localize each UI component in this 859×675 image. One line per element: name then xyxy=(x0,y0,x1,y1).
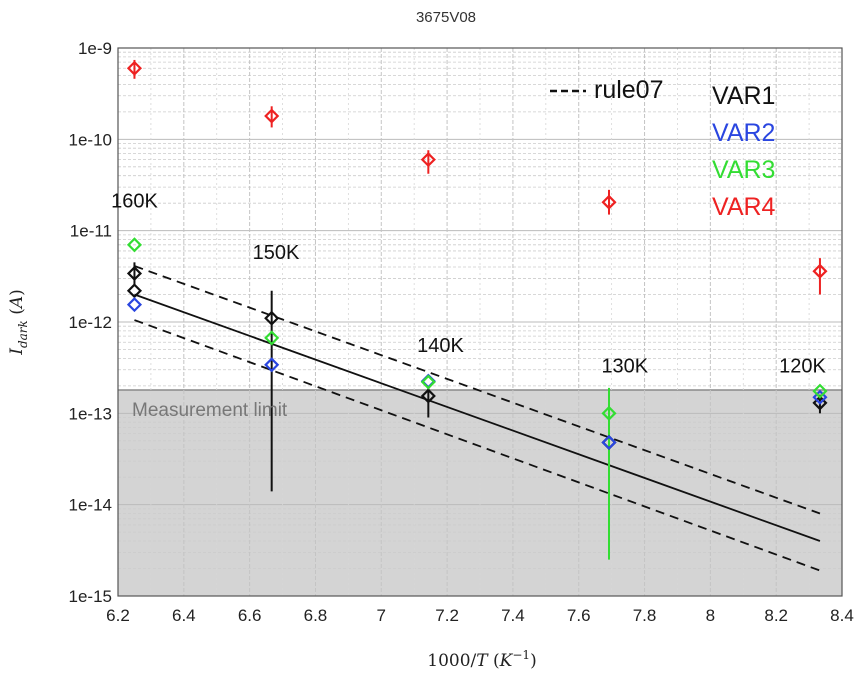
legend: rule07 VAR1 VAR2 VAR3 VAR4 xyxy=(550,76,776,221)
temperature-label: 120K xyxy=(779,355,826,377)
temperature-label: 160K xyxy=(111,190,158,212)
x-tick-label: 8.2 xyxy=(764,606,788,625)
temperature-label: 140K xyxy=(417,335,464,357)
var2-point xyxy=(601,434,617,451)
x-tick-label: 7.2 xyxy=(435,606,459,625)
var3-point xyxy=(126,237,143,253)
var2-point xyxy=(812,389,828,405)
x-tick-label: 7.8 xyxy=(633,606,657,625)
y-tick-label: 1e-9 xyxy=(78,39,112,58)
chart-title: 3675V08 xyxy=(416,9,476,26)
legend-entry-var3: VAR3 xyxy=(712,156,775,184)
y-tick-label: 1e-13 xyxy=(69,404,112,423)
x-tick-label: 6.8 xyxy=(304,606,328,625)
rule07-lower-line xyxy=(134,319,821,572)
legend-entry-var4: VAR4 xyxy=(712,193,776,221)
var2-point xyxy=(264,357,280,373)
var3-point xyxy=(420,374,436,390)
temperature-labels-layer: Measurement limit 160K 150K 140K 130K 120K xyxy=(111,190,826,421)
x-tick-label: 7.6 xyxy=(567,606,591,625)
temperature-label: 130K xyxy=(601,355,648,377)
x-tick-label: 7.4 xyxy=(501,606,525,625)
var3-point xyxy=(812,383,828,399)
y-tick-label: 1e-15 xyxy=(69,587,112,606)
x-tick-label: 6.2 xyxy=(106,606,130,625)
var4-point xyxy=(420,152,436,168)
var4-point xyxy=(264,108,280,124)
var4-point xyxy=(601,194,617,210)
x-tick-label: 8 xyxy=(706,606,715,625)
tick-labels-layer: 6.2 6.4 6.6 6.8 7 7.2 7.4 7.6 7.8 8 8.2 8.4 1e-15 1e-… xyxy=(69,39,854,625)
y-tick-label: 1e-14 xyxy=(69,496,112,515)
var1-point xyxy=(420,388,436,404)
x-tick-label: 7 xyxy=(377,606,386,625)
x-axis-label: 1000/T (K−1) xyxy=(427,648,536,671)
var1-point xyxy=(812,395,828,411)
data-points-layer xyxy=(126,60,828,451)
y-tick-label: 1e-10 xyxy=(69,130,112,149)
x-tick-label: 6.4 xyxy=(172,606,196,625)
measurement-limit-label: Measurement limit xyxy=(132,400,288,421)
var3-point xyxy=(601,405,617,421)
rule07-upper-line xyxy=(134,265,821,515)
var2-point xyxy=(126,297,143,313)
y-axis-label: Idark (A) xyxy=(7,289,30,356)
var1-point xyxy=(126,265,143,282)
x-tick-label: 8.4 xyxy=(830,606,854,625)
y-tick-label: 1e-12 xyxy=(69,313,112,332)
var1-point xyxy=(264,310,280,326)
legend-entry-var2: VAR2 xyxy=(712,119,775,147)
y-tick-label: 1e-11 xyxy=(70,222,112,241)
var3-point xyxy=(264,330,280,346)
rule07-line xyxy=(134,293,821,542)
x-tick-label: 6.6 xyxy=(238,606,262,625)
var4-point xyxy=(126,60,143,76)
temperature-label: 150K xyxy=(253,242,300,264)
var1-point xyxy=(126,283,143,299)
legend-entry-var1: VAR1 xyxy=(712,82,775,110)
var4-point xyxy=(812,263,828,279)
legend-rule07-label: rule07 xyxy=(594,76,664,104)
plot-frame xyxy=(117,47,843,597)
rule07-lines-layer xyxy=(134,265,821,572)
